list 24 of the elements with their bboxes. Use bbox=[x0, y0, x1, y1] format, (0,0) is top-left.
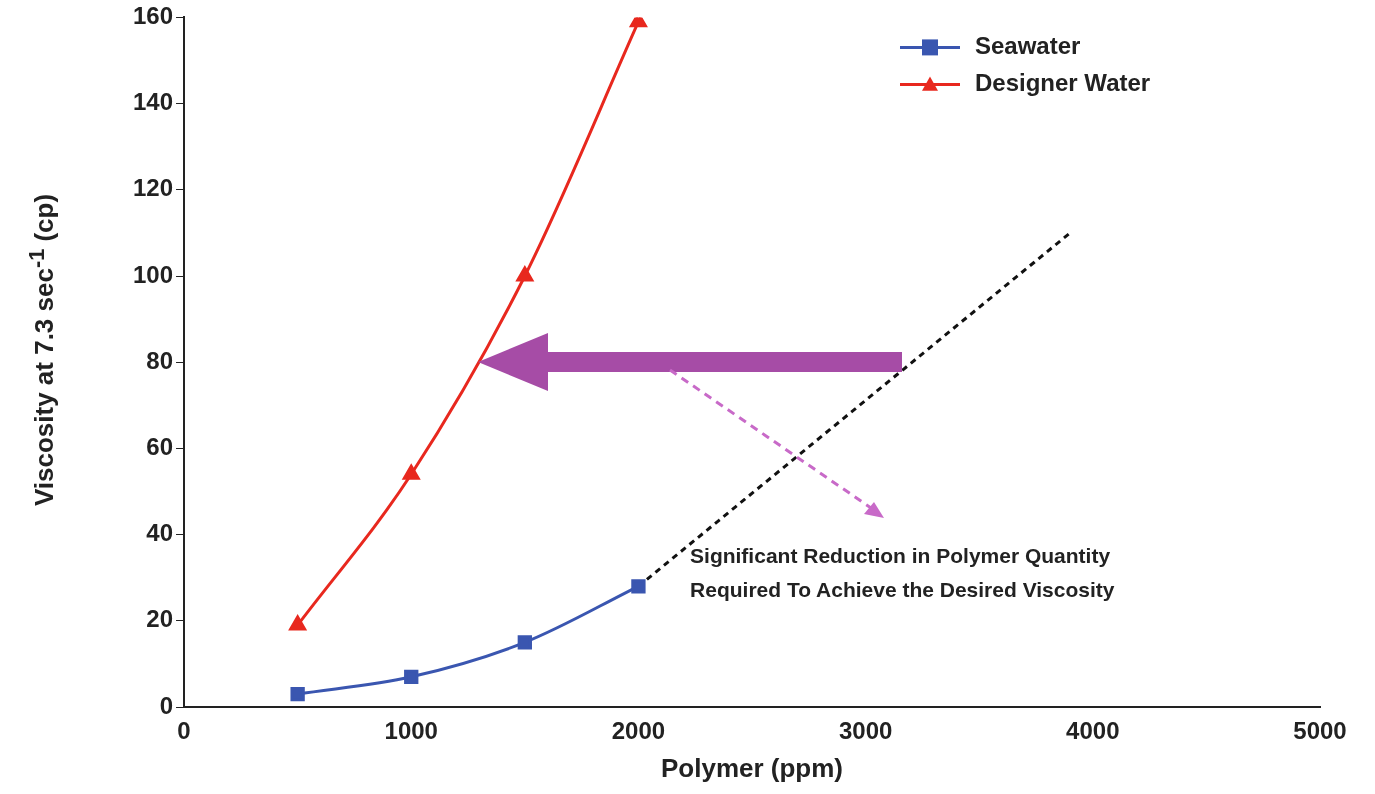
point bbox=[290, 686, 305, 702]
point bbox=[404, 669, 419, 684]
y-tick-label: 0 bbox=[159, 691, 174, 719]
x-tick-label: 4000 bbox=[1066, 717, 1120, 745]
y-tick-label: 140 bbox=[133, 88, 174, 116]
x-axis-title: Polymer (ppm) bbox=[661, 752, 844, 783]
point bbox=[517, 635, 532, 650]
x-tick-label: 5000 bbox=[1293, 717, 1347, 745]
y-tick-label: 160 bbox=[133, 2, 174, 30]
annotation: Significant Reduction in Polymer Quantity Required To Achieve the Desired Viscosity bbox=[690, 544, 1115, 602]
y-tick-label: 60 bbox=[146, 433, 174, 461]
y-tick-label: 20 bbox=[146, 605, 174, 633]
legend-label: Designer Water bbox=[975, 69, 1151, 97]
x-tick-label: 0 bbox=[177, 717, 191, 745]
y-tick-label: 40 bbox=[146, 519, 174, 547]
y-tick-label: 80 bbox=[146, 346, 174, 374]
legend-label: Seawater bbox=[975, 32, 1081, 60]
y-tick-label: 120 bbox=[133, 174, 174, 202]
point bbox=[631, 579, 646, 594]
x-tick-label: 1000 bbox=[384, 717, 438, 745]
x-tick-label: 3000 bbox=[838, 717, 893, 745]
point bbox=[289, 615, 307, 631]
y-tick-label: 100 bbox=[133, 260, 174, 288]
x-tick-label: 2000 bbox=[611, 717, 666, 745]
